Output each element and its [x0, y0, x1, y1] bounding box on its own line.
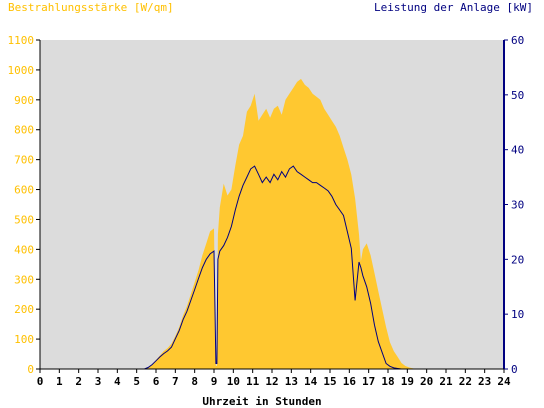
x-tick-label: 2 — [75, 375, 82, 388]
x-axis-ticks: 0 1 2 3 4 5 6 7 8 9 10 11 12 13 14 15 16 17 18 19 20 21 22 23 24 — [37, 369, 511, 388]
left-axis-title: Bestrahlungsstärke [W/qm] — [8, 1, 174, 14]
left-tick-label: 500 — [14, 213, 34, 226]
x-tick-label: 20 — [420, 375, 433, 388]
x-axis-label: Uhrzeit in Stunden — [202, 395, 321, 408]
x-tick-label: 3 — [95, 375, 102, 388]
x-tick-label: 10 — [227, 375, 240, 388]
x-tick-label: 5 — [133, 375, 140, 388]
left-tick-label: 900 — [14, 94, 34, 107]
left-tick-label: 600 — [14, 184, 34, 197]
x-tick-label: 7 — [172, 375, 179, 388]
x-tick-label: 22 — [459, 375, 472, 388]
x-tick-label: 24 — [497, 375, 511, 388]
x-tick-label: 21 — [439, 375, 453, 388]
x-tick-label: 13 — [285, 375, 298, 388]
right-tick-label: 20 — [511, 253, 524, 266]
left-axis-ticks: 0 100 200 300 400 500 600 700 800 900 1000 1100 — [8, 34, 40, 376]
x-tick-label: 0 — [37, 375, 44, 388]
x-tick-label: 8 — [191, 375, 198, 388]
irradiance-area — [40, 78, 504, 370]
left-tick-label: 0 — [27, 363, 34, 376]
right-axis-ticks: 0 10 20 30 40 50 60 — [504, 34, 524, 376]
x-tick-label: 15 — [323, 375, 336, 388]
right-tick-label: 30 — [511, 199, 524, 212]
left-tick-label: 200 — [14, 303, 34, 316]
left-tick-label: 1100 — [8, 34, 35, 47]
left-tick-label: 300 — [14, 273, 34, 286]
power-line — [40, 165, 504, 370]
left-tick-label: 100 — [14, 333, 34, 346]
left-tick-label: 400 — [14, 243, 34, 256]
right-tick-label: 50 — [511, 89, 524, 102]
x-tick-label: 6 — [153, 375, 160, 388]
right-tick-label: 0 — [511, 363, 518, 376]
x-tick-label: 11 — [246, 375, 260, 388]
x-tick-label: 1 — [56, 375, 63, 388]
right-tick-label: 60 — [511, 34, 524, 47]
x-tick-label: 16 — [343, 375, 357, 388]
right-axis-title: Leistung der Anlage [kW] — [374, 1, 533, 14]
x-tick-label: 17 — [362, 375, 375, 388]
right-tick-label: 40 — [511, 144, 524, 157]
x-tick-label: 14 — [304, 375, 318, 388]
x-tick-label: 12 — [265, 375, 278, 388]
x-tick-label: 19 — [401, 375, 414, 388]
left-tick-label: 700 — [14, 154, 34, 167]
right-tick-label: 10 — [511, 308, 524, 321]
x-tick-label: 18 — [381, 375, 394, 388]
x-tick-label: 23 — [478, 375, 491, 388]
left-tick-label: 800 — [14, 124, 34, 137]
x-tick-label: 9 — [211, 375, 218, 388]
x-tick-label: 4 — [114, 375, 121, 388]
series-layer — [40, 78, 504, 370]
left-tick-label: 1000 — [8, 64, 35, 77]
